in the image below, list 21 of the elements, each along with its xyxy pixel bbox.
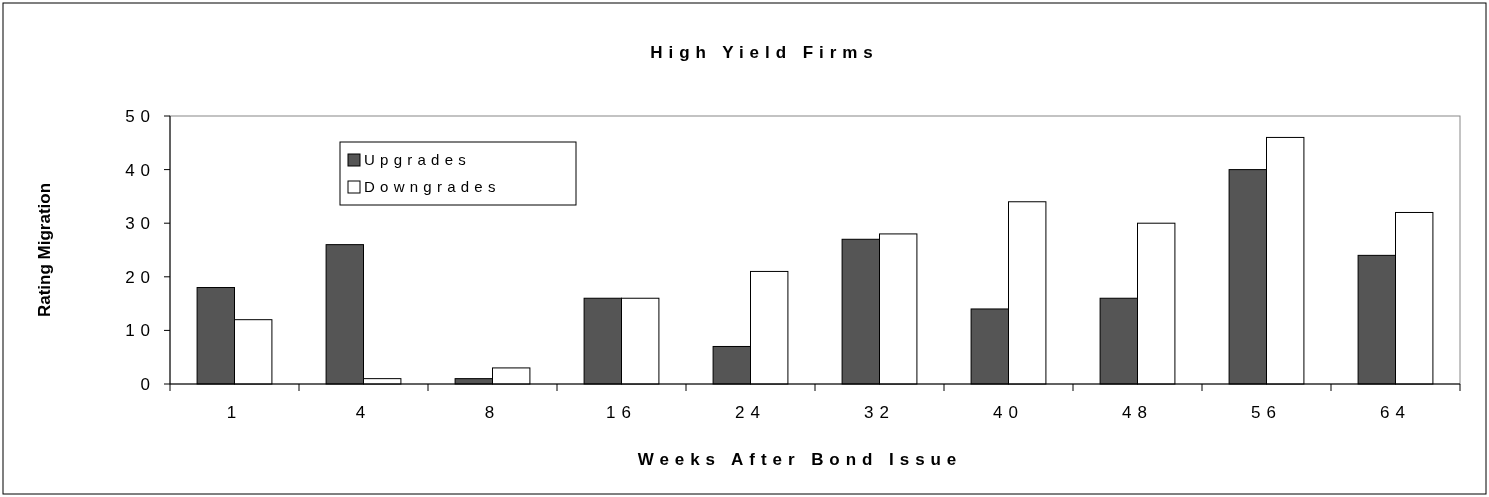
y-tick-label: 50 <box>125 106 156 126</box>
y-tick-label: 0 <box>140 374 156 394</box>
x-axis-title: Weeks After Bond Issue <box>637 450 963 469</box>
y-axis-title: Rating Migration <box>35 182 54 318</box>
x-tick-label: 48 <box>1122 403 1153 422</box>
chart-title: High Yield Firms <box>650 43 879 62</box>
legend-label: Upgrades <box>364 151 472 168</box>
y-tick-label: 20 <box>125 267 156 287</box>
x-tick-label: 1 <box>226 403 243 422</box>
x-tick-label: 64 <box>1380 403 1411 422</box>
x-tick-label: 40 <box>993 403 1024 422</box>
y-tick-label: 40 <box>125 160 156 180</box>
legend-label: Downgrades <box>364 178 501 195</box>
x-tick-label: 8 <box>484 403 501 422</box>
y-tick-label: 30 <box>125 214 156 234</box>
x-tick-label: 16 <box>606 403 637 422</box>
x-tick-label: 24 <box>735 403 766 422</box>
x-tick-label: 32 <box>864 403 895 422</box>
x-tick-label: 4 <box>355 403 372 422</box>
x-tick-label: 56 <box>1251 403 1282 422</box>
y-tick-label: 10 <box>125 321 156 341</box>
